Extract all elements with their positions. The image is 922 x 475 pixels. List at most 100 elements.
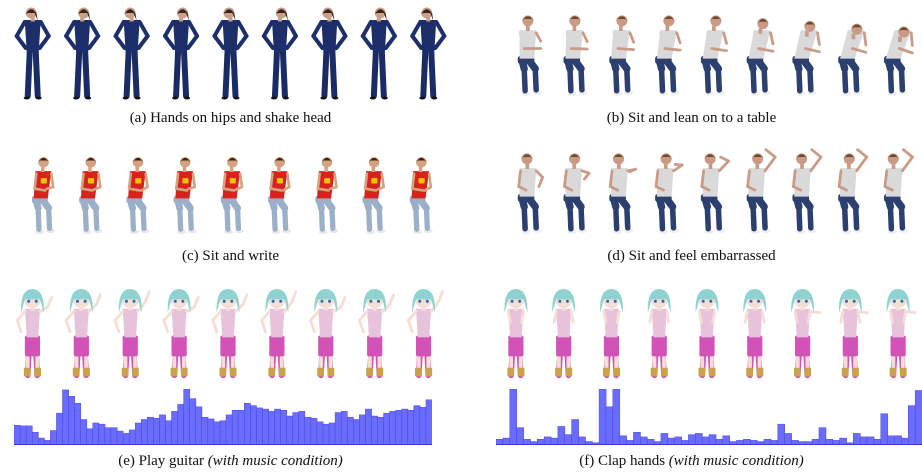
- audio-bar: [784, 433, 792, 445]
- audio-bar: [383, 412, 391, 445]
- audio-bar: [165, 420, 172, 445]
- audio-bar: [195, 406, 203, 445]
- audio-bar: [353, 419, 360, 445]
- character-frame: [173, 157, 197, 235]
- audio-bar: [225, 414, 233, 445]
- character-frame: [517, 15, 543, 96]
- audio-bar: [359, 414, 366, 445]
- character-frame: [838, 288, 869, 379]
- audio-bar: [237, 410, 245, 445]
- audio-bar: [688, 434, 696, 445]
- caption-b: (b) Sit and lean on to a table: [606, 110, 777, 126]
- audio-bar: [509, 389, 518, 445]
- character-frame: [410, 7, 447, 100]
- character-frame: [746, 148, 777, 234]
- character-frame: [837, 148, 869, 234]
- character-frame: [211, 288, 249, 379]
- character-frame: [695, 288, 719, 379]
- character-frame: [700, 15, 728, 96]
- audio-bar: [908, 405, 916, 445]
- character-frame: [409, 157, 433, 235]
- character-frame: [883, 148, 914, 234]
- character-frame: [608, 153, 638, 234]
- audio-bar: [56, 412, 63, 445]
- audio-bar: [207, 418, 215, 445]
- audio-bar: [298, 411, 306, 445]
- motion-strip-f: [504, 288, 917, 379]
- character-frame: [647, 288, 671, 379]
- audio-bar: [660, 433, 669, 445]
- character-frame: [79, 157, 103, 235]
- audio-bar: [189, 398, 197, 445]
- audio-bar: [633, 432, 641, 445]
- audio-bar: [502, 437, 511, 445]
- audio-bar: [859, 436, 868, 445]
- audio-bar: [231, 410, 239, 445]
- audio-bar: [619, 435, 627, 445]
- audio-bar: [68, 396, 75, 445]
- audio-bar: [708, 434, 717, 445]
- audio-bar: [346, 416, 354, 445]
- character-frame: [31, 157, 55, 235]
- character-frame: [743, 288, 767, 379]
- audio-bar: [571, 419, 579, 445]
- audio-bar: [887, 435, 895, 445]
- caption-e: (e) Play guitar (with music condition): [118, 453, 343, 469]
- audio-bar: [425, 399, 432, 445]
- motion-strip-a: [14, 7, 447, 100]
- audio-bar: [38, 437, 45, 445]
- character-frame: [15, 288, 53, 379]
- audio-bar: [640, 436, 648, 445]
- character-frame: [552, 288, 576, 379]
- audio-bar: [256, 407, 263, 445]
- audio-bar: [365, 408, 372, 445]
- character-frame: [609, 15, 636, 96]
- audio-bar: [695, 433, 703, 445]
- audio-bar: [866, 436, 875, 445]
- character-frame: [563, 153, 591, 234]
- audio-bar: [914, 390, 922, 445]
- audio-bar: [19, 425, 27, 445]
- character-frame: [406, 288, 444, 379]
- audio-bar: [50, 430, 57, 445]
- audio-bar: [153, 418, 160, 445]
- audio-bar: [171, 411, 178, 445]
- character-frame: [163, 7, 200, 100]
- audio-bar: [777, 423, 785, 445]
- caption-d: (d) Sit and feel embarrassed: [607, 248, 776, 264]
- audio-bar: [419, 407, 427, 445]
- audio-bar: [213, 421, 221, 445]
- audio-bar: [543, 436, 552, 445]
- audio-bar: [122, 433, 130, 445]
- audio-bar: [880, 413, 889, 445]
- audio-bar: [901, 437, 909, 445]
- character-frame: [517, 153, 544, 234]
- audio-bar: [86, 428, 94, 445]
- caption-f: (f) Clap hands (with music condition): [579, 453, 804, 469]
- audio-bar: [31, 432, 39, 445]
- audio-bar: [605, 406, 614, 445]
- audio-bar: [286, 415, 294, 445]
- audio-bar: [62, 389, 69, 445]
- audio-bar: [274, 408, 281, 445]
- audio-bar: [98, 423, 106, 445]
- audio-bar: [262, 408, 269, 445]
- audio-bar: [128, 429, 136, 445]
- audio-bar: [401, 408, 409, 445]
- character-frame: [315, 157, 339, 235]
- character-frame: [883, 26, 914, 96]
- audio-bar: [557, 426, 566, 445]
- audio-bar: [598, 389, 607, 445]
- audio-bar: [818, 427, 827, 445]
- audio-bar: [328, 422, 336, 445]
- character-frame: [504, 288, 528, 379]
- audio-bar: [201, 416, 209, 445]
- motion-strip-c: [31, 157, 433, 235]
- character-frame: [220, 157, 244, 235]
- audio-bar: [116, 430, 124, 445]
- character-frame: [791, 148, 823, 234]
- motion-strip-e: [15, 288, 444, 379]
- audio-bar: [292, 412, 300, 445]
- character-frame: [14, 7, 51, 100]
- audio-bar: [219, 420, 227, 445]
